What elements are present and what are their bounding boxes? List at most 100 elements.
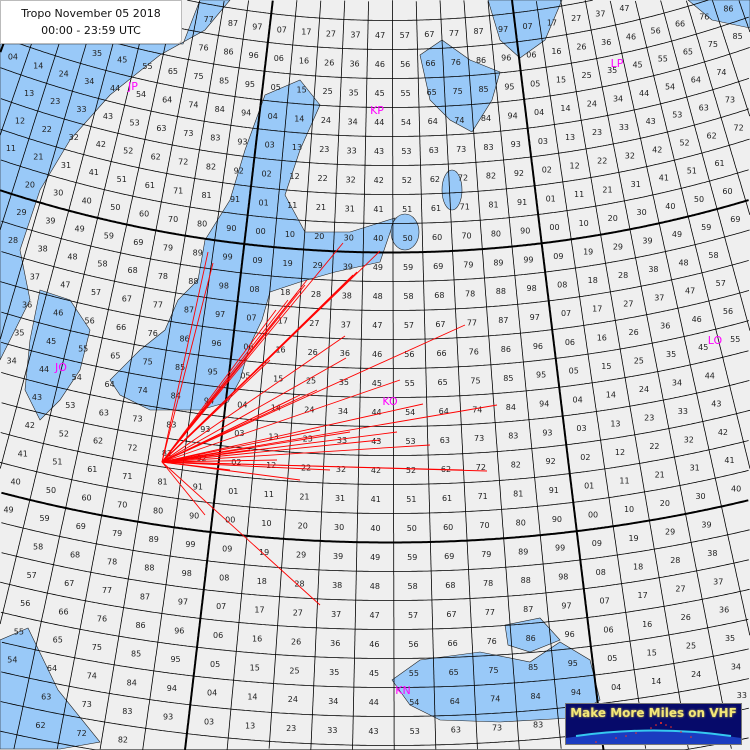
title-box: Tropo November 05 2018 00:00 - 23:59 UTC: [0, 0, 182, 44]
grid-square-label: 61: [87, 465, 97, 474]
grid-square-label: 65: [168, 67, 178, 76]
grid-square-label: 76: [148, 329, 158, 338]
grid-square-label: 77: [102, 586, 112, 595]
grid-square-label: 23: [644, 413, 654, 422]
grid-square-label: 19: [259, 548, 269, 557]
field-label-lp: LP: [611, 57, 624, 70]
grid-square-label: 46: [53, 309, 63, 318]
grid-square-label: 00: [549, 223, 559, 232]
grid-square-label: 79: [463, 261, 473, 270]
grid-square-label: 63: [156, 124, 166, 133]
grid-parallel: [1, 311, 749, 369]
grid-square-label: 11: [619, 477, 629, 486]
grid-square-label: 95: [504, 82, 514, 91]
grid-square-label: 70: [117, 500, 127, 509]
grid-square-label: 96: [501, 54, 511, 63]
grid-square-label: 82: [206, 162, 216, 171]
grid-square-labels: 04 11 12 13 14 28 29 20 21 22 23 24 34 35 36 37 38 39 30 31…: [3, 4, 746, 745]
grid-square-label: 99: [223, 253, 233, 262]
grid-square-label: 12: [615, 448, 625, 457]
grid-square-label: 84: [481, 114, 491, 123]
grid-square-label: 09: [222, 544, 232, 553]
grid-square-label: 07: [246, 314, 256, 323]
grid-square-label: 04: [237, 400, 247, 409]
grid-square-label: 02: [580, 453, 590, 462]
grid-square-label: 23: [319, 145, 329, 154]
grid-square-label: 17: [638, 591, 648, 600]
tropo-path-line: [161, 431, 351, 463]
grid-square-label: 24: [691, 670, 701, 679]
grid-square-label: 26: [308, 348, 318, 357]
grid-square-label: 57: [404, 321, 414, 330]
grid-square-label: 91: [193, 483, 203, 492]
grid-square-label: 39: [45, 217, 55, 226]
grid-square-label: 43: [368, 727, 378, 736]
grid-square-label: 84: [171, 392, 181, 401]
grid-square-label: 27: [309, 319, 319, 328]
grid-square-label: 81: [157, 478, 167, 487]
grid-square-label: 19: [628, 534, 638, 543]
tropo-path-line: [161, 251, 209, 463]
field-label-kn: KN: [395, 684, 410, 697]
grid-square-label: 78: [465, 290, 475, 299]
grid-square-label: 32: [69, 133, 79, 142]
grid-square-label: 62: [430, 175, 440, 184]
tropo-path-line: [161, 429, 321, 463]
grid-square-label: 71: [460, 203, 470, 212]
grid-square-label: 36: [719, 606, 729, 615]
grid-square-label: 23: [592, 128, 602, 137]
grid-square-label: 66: [116, 323, 126, 332]
grid-square-label: 36: [660, 322, 670, 331]
grid-square-label: 43: [711, 400, 721, 409]
grid-square-label: 64: [428, 117, 438, 126]
grid-square-label: 20: [660, 499, 670, 508]
grid-square-label: 77: [485, 608, 495, 617]
grid-square-label: 38: [38, 245, 48, 254]
kattegat: [24, 289, 91, 421]
grid-square-label: 67: [424, 30, 434, 39]
grid-square-label: 14: [33, 61, 43, 70]
grid-square-label: 59: [701, 223, 711, 232]
grid-square-label: 09: [553, 252, 563, 261]
grid-square-label: 52: [59, 429, 69, 438]
grid-square-label: 36: [22, 300, 32, 309]
grid-square-label: 46: [375, 60, 385, 69]
grid-square-label: 96: [533, 342, 543, 351]
grid-square-label: 98: [558, 573, 568, 582]
grid-square-label: 43: [103, 112, 113, 121]
grid-square-label: 00: [588, 510, 598, 519]
grid-square-label: 35: [348, 88, 358, 97]
grid-square-label: 62: [35, 721, 45, 730]
grid-square-label: 88: [144, 564, 154, 573]
tropo-path-line: [161, 299, 289, 463]
grid-square-label: 43: [32, 393, 42, 402]
grid-meridian: [439, 0, 478, 750]
grid-square-label: 16: [551, 47, 561, 56]
grid-square-label: 30: [344, 233, 354, 242]
grid-square-label: 52: [402, 176, 412, 185]
grid-square-label: 61: [431, 204, 441, 213]
grid-square-label: 24: [639, 385, 649, 394]
grid-square-label: 76: [198, 44, 208, 53]
grid-square-label: 25: [686, 642, 696, 651]
grid-square-label: 85: [219, 76, 229, 85]
adriatic-sea: [0, 627, 101, 750]
grid-square-label: 05: [210, 660, 220, 669]
tropo-path-line: [161, 242, 344, 463]
grid-square-label: 60: [722, 187, 732, 196]
grid-square-label: 65: [438, 378, 448, 387]
grid-square-label: 15: [273, 374, 283, 383]
grid-square-label: 78: [158, 272, 168, 281]
grid-square-label: 75: [488, 666, 498, 675]
grid-square-label: 43: [646, 117, 656, 126]
grid-square-label: 10: [579, 219, 589, 228]
grid-square-label: 94: [241, 109, 251, 118]
grid-square-label: 29: [665, 528, 675, 537]
grid-square-label: 57: [408, 611, 418, 620]
grid-square-label: 04: [611, 683, 621, 692]
grid-square-label: 47: [619, 4, 629, 13]
grid-square-label: 44: [369, 698, 379, 707]
grid-square-label: 33: [327, 726, 337, 735]
grid-square-label: 20: [608, 214, 618, 223]
